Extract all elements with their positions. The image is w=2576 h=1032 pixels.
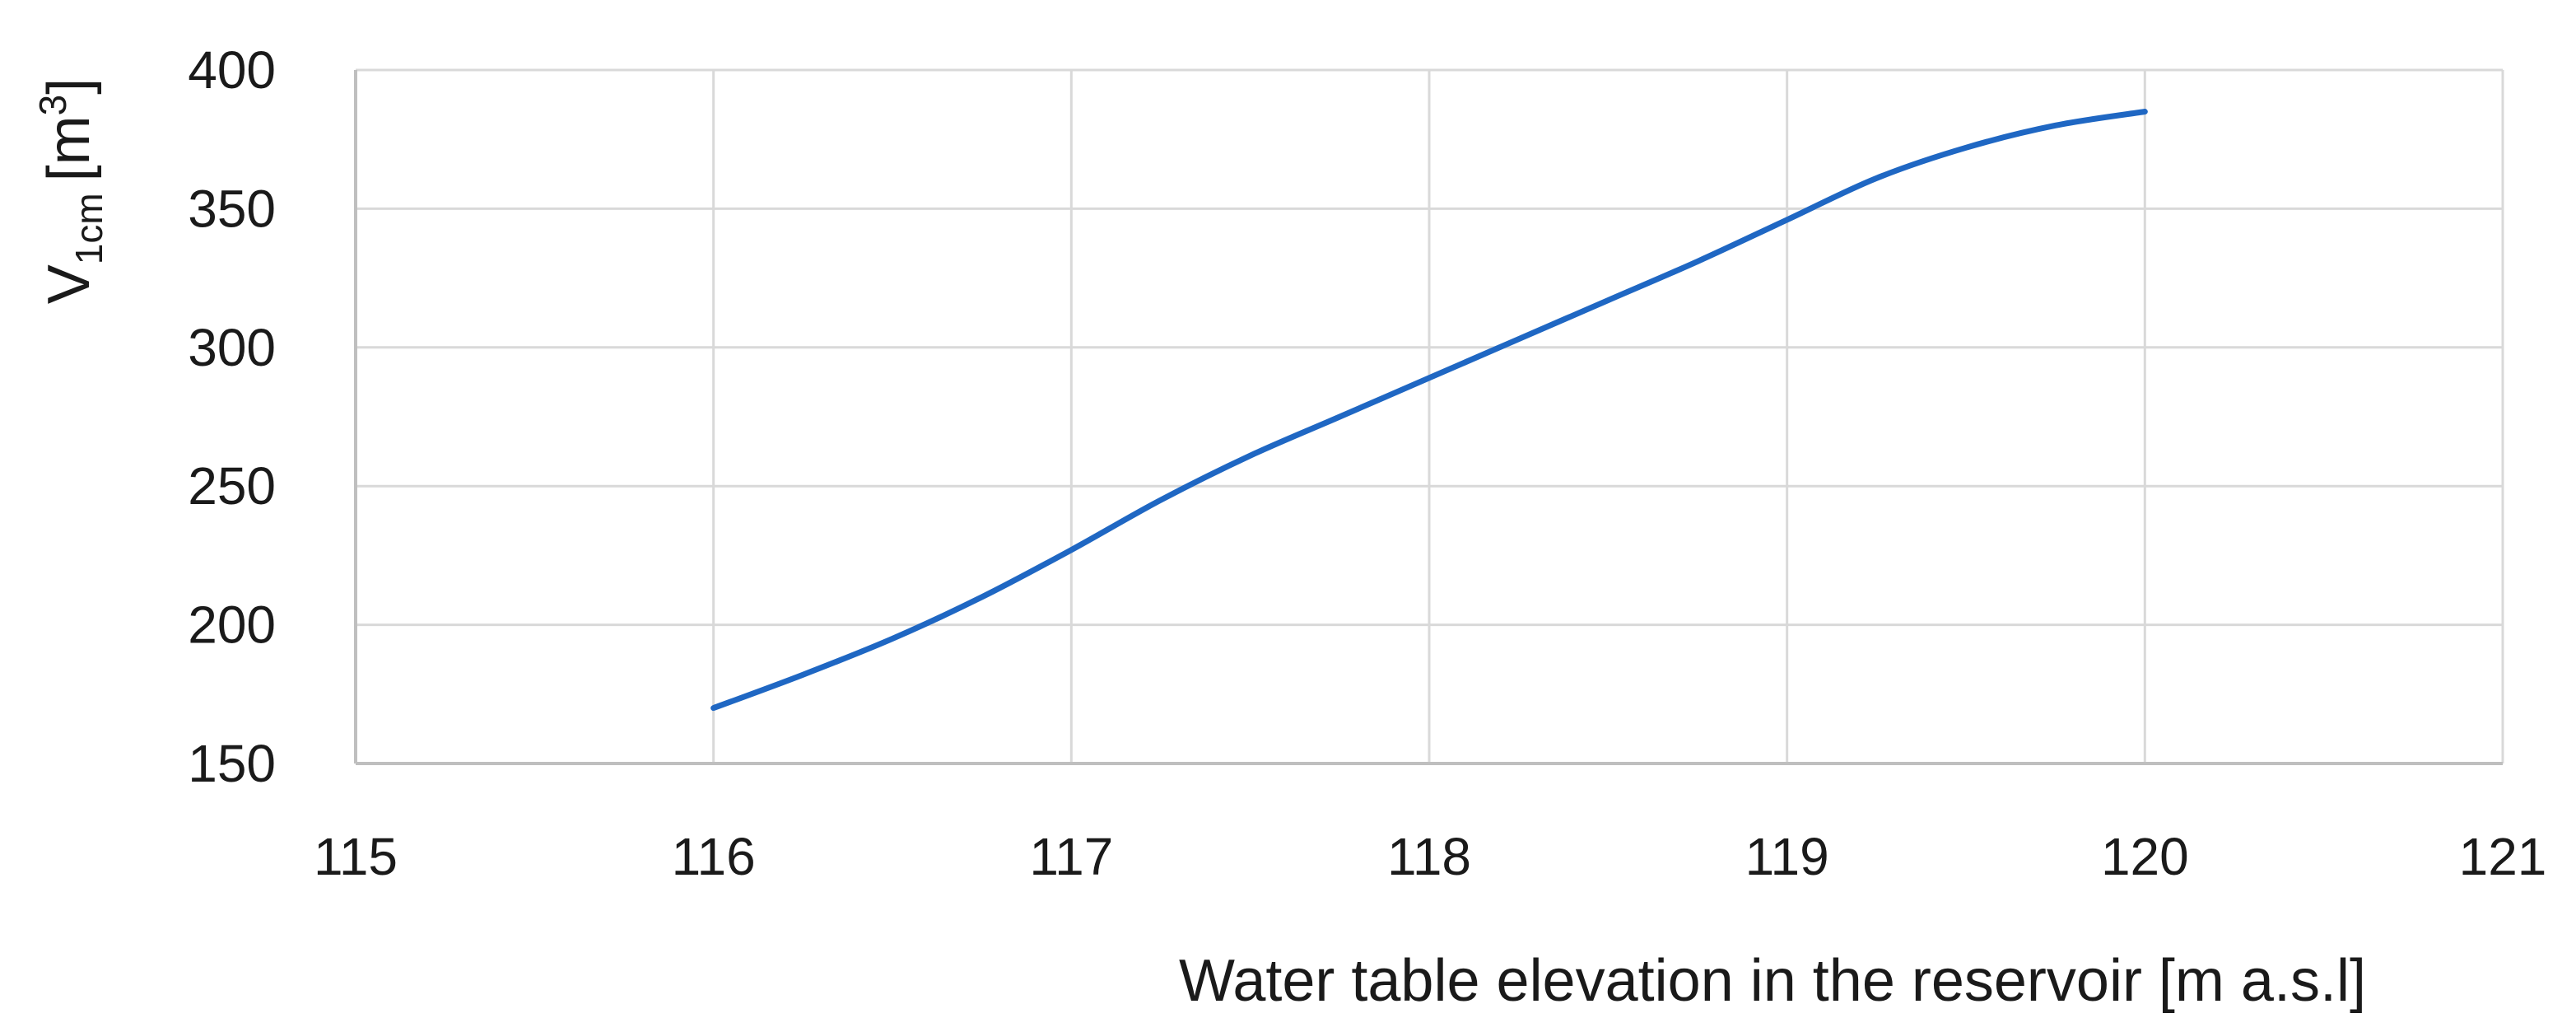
x-axis-title: Water table elevation in the reservoir [… [1179,948,2366,1014]
y-tick-label: 250 [188,456,276,516]
y-tick-labels: 150 200 250 300 350 400 [188,40,276,793]
y-tick-label: 400 [188,40,276,100]
y-axis-title-superscript: 3 [31,95,74,116]
series-group [710,109,2148,712]
grid-lines [354,68,2504,765]
y-axis-title-unit-close: ] [36,78,102,95]
y-tick-label: 150 [188,734,276,793]
y-tick-label: 200 [188,595,276,655]
y-tick-label: 300 [188,318,276,377]
axes [354,70,2503,765]
x-tick-label: 116 [672,827,756,886]
y-axis-title-subscript: 1cm [68,193,110,264]
x-tick-label: 120 [2101,827,2189,886]
y-axis-title: V1cm [m3] [31,78,110,305]
y-axis-title-unit-open: [m [36,115,102,181]
x-tick-label: 117 [1029,827,1113,886]
series-line [710,109,2148,712]
x-tick-label: 118 [1387,827,1471,886]
x-tick-label: 119 [1745,827,1829,886]
y-axis-title-main: V [36,264,102,304]
x-tick-labels: 115 116 117 118 119 120 121 [314,827,2546,886]
x-tick-label: 115 [314,827,398,886]
y-tick-label: 350 [188,179,276,238]
x-tick-label: 121 [2459,827,2547,886]
